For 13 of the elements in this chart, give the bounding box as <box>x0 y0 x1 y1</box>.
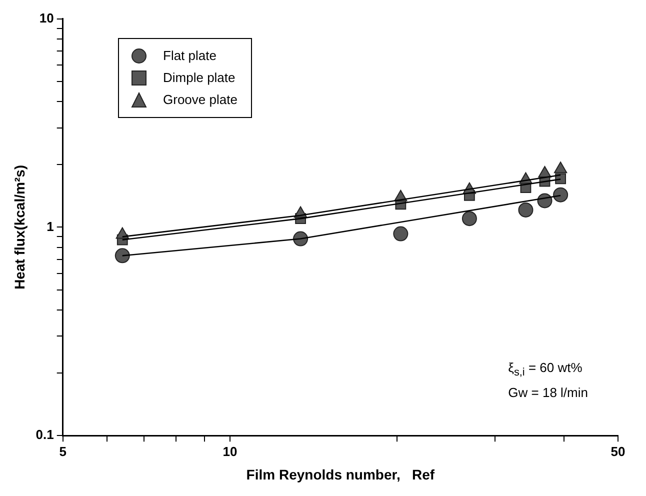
x-tick-label: 10 <box>222 444 238 459</box>
y-axis-title: Heat flux(kcal/m²s) <box>11 164 28 290</box>
x-tick-label: 50 <box>610 444 626 459</box>
legend-label: Groove plate <box>163 91 238 109</box>
y-tick-label: 1 <box>46 218 54 234</box>
y-tick-label: 0.1 <box>36 427 54 442</box>
x-axis-title: Film Reynolds number, Ref <box>246 466 435 482</box>
y-tick-label: 10 <box>39 10 54 26</box>
x-tick-label: 5 <box>59 444 66 459</box>
annotation: ξ$_{s,i}$ = 60 wt% <box>508 359 584 381</box>
legend-label: Flat plate <box>163 47 216 65</box>
legend-label: Dimple plate <box>163 69 236 87</box>
annotation: Gw = 18 l/min <box>508 384 588 402</box>
